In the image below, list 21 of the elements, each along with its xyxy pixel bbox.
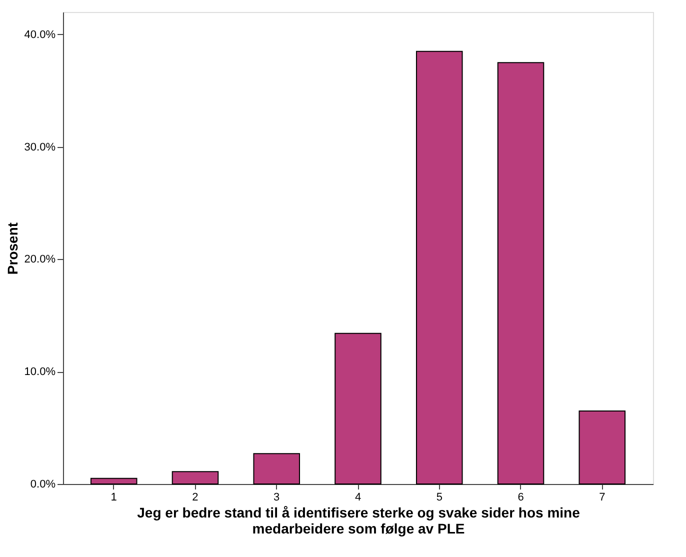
bar [416, 50, 463, 484]
bar [497, 62, 544, 484]
x-tick-label: 1 [110, 492, 117, 504]
x-tick-label: 3 [274, 492, 280, 504]
x-tick-label: 2 [192, 492, 198, 504]
x-tick-label: 6 [518, 492, 524, 504]
bar [578, 410, 626, 484]
bar [334, 332, 382, 484]
y-axis-title: Prosent [4, 222, 20, 275]
x-axis-title: Jeg er bedre stand til å identifisere sterke og svake sider hos mine medarbeidere som følge av PLE [137, 504, 580, 536]
y-tick-label: 30.0% [24, 141, 56, 154]
x-tick-label: 5 [436, 492, 442, 504]
bar [253, 453, 300, 484]
y-tick-label: 10.0% [24, 366, 56, 378]
x-tick-label: 7 [599, 492, 606, 504]
y-tick-label: 0.0% [30, 478, 56, 490]
bar [172, 471, 219, 484]
bar [90, 478, 138, 484]
y-tick-label: 20.0% [24, 254, 56, 266]
x-tick-label: 4 [354, 492, 362, 504]
y-tick-label: 40.0% [24, 28, 56, 41]
